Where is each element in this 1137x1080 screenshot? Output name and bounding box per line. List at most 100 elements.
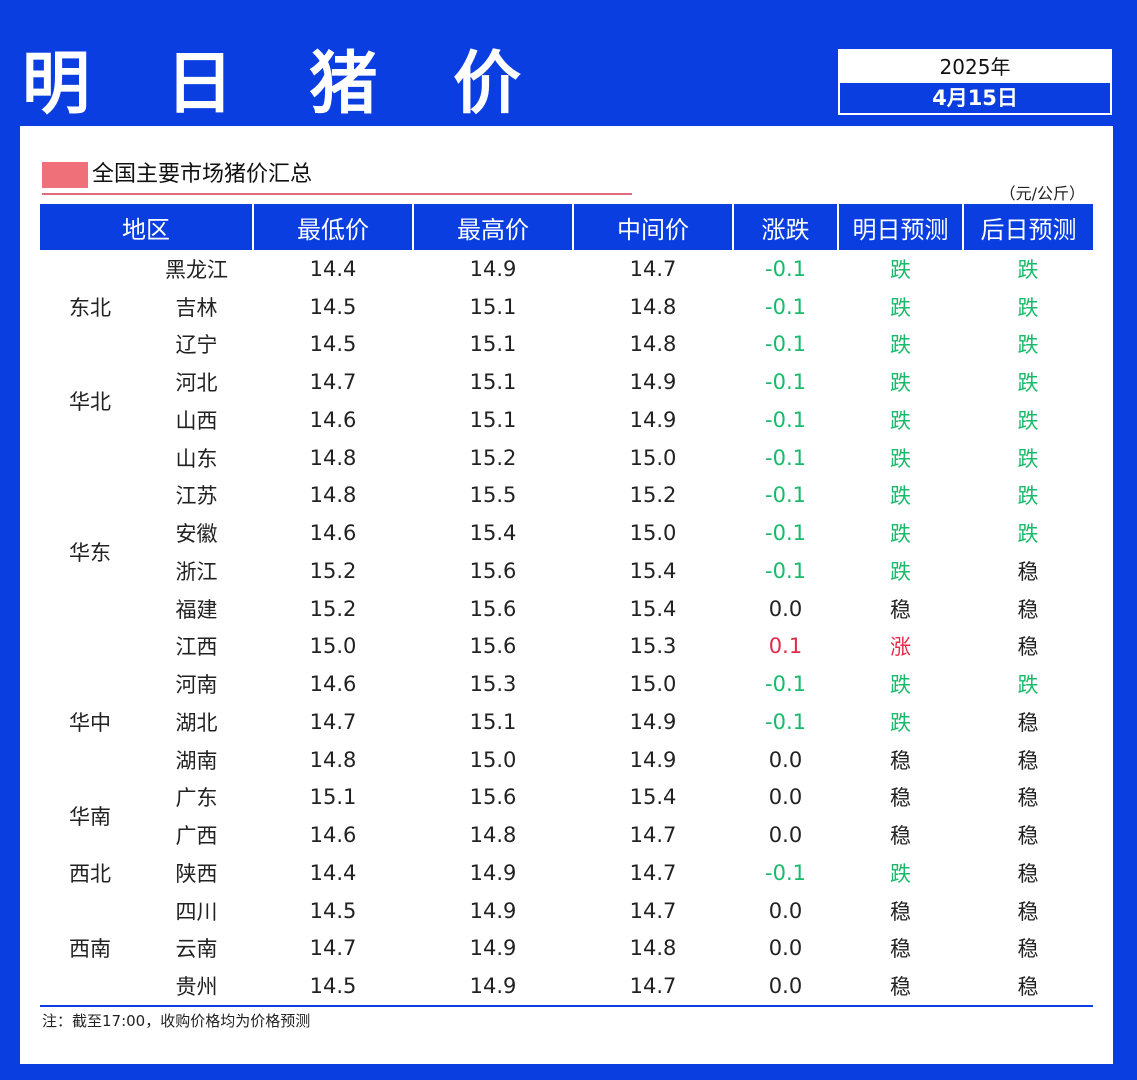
day-after-forecast-cell: 跌: [1017, 295, 1039, 320]
province-cell: 江苏: [175, 484, 218, 509]
tomorrow-forecast-cell: 稳: [890, 937, 911, 962]
col-header-high: 最高价: [412, 204, 573, 250]
change-cell: 0.0: [768, 785, 803, 810]
section-underline: [42, 193, 632, 195]
high-price-cell: 14.9: [469, 256, 517, 281]
high-price-cell: 15.6: [469, 785, 517, 810]
mid-price-cell: 14.9: [629, 709, 677, 734]
province-cell: 吉林: [175, 295, 218, 320]
table-row: 吉林 14.5 15.1 14.8 -0.1 跌 跌: [40, 288, 1093, 326]
day-after-forecast-cell: 稳: [1017, 824, 1039, 849]
day-after-forecast-cell: 跌: [1017, 484, 1039, 509]
region-cell: 东北: [69, 295, 111, 320]
region-cell: 西北: [69, 861, 111, 886]
low-price-cell: 15.0: [309, 634, 357, 659]
province-cell: 江西: [175, 635, 218, 660]
high-price-cell: 14.9: [469, 936, 517, 961]
region-cell: 华东: [69, 541, 111, 565]
mid-price-cell: 14.8: [629, 294, 677, 319]
day-after-forecast-cell: 跌: [1017, 522, 1039, 547]
change-cell: -0.1: [765, 860, 806, 885]
tomorrow-forecast-cell: 跌: [890, 333, 911, 358]
day-after-forecast-cell: 跌: [1017, 333, 1039, 358]
low-price-cell: 14.5: [309, 974, 357, 999]
mid-price-cell: 14.8: [629, 936, 677, 961]
high-price-cell: 14.9: [469, 860, 517, 885]
low-price-cell: 14.6: [309, 407, 357, 432]
day-after-forecast-cell: 稳: [1017, 786, 1039, 811]
high-price-cell: 15.1: [469, 709, 517, 734]
price-panel: 全国主要市场猪价汇总 （元/公斤） 地区 最低价 最高价 中间价 涨跌 明日预测…: [20, 126, 1113, 1064]
table-row: 浙江 15.2 15.6 15.4 -0.1 跌 稳: [40, 552, 1093, 590]
mid-price-cell: 15.2: [629, 483, 677, 508]
tomorrow-forecast-cell: 稳: [890, 824, 911, 849]
tomorrow-forecast-cell: 跌: [890, 559, 911, 584]
region-cell: 华南: [69, 805, 111, 830]
province-cell: 辽宁: [175, 333, 218, 358]
page-title: 明 日 猪 价: [22, 45, 548, 124]
change-cell: -0.1: [765, 558, 806, 583]
day-after-forecast-cell: 稳: [1017, 559, 1039, 584]
change-cell: 0.0: [768, 747, 803, 772]
price-table: 地区 最低价 最高价 中间价 涨跌 明日预测 后日预测 东北 黑龙江 14.4 14.…: [40, 204, 1093, 1005]
change-cell: 0.1: [768, 634, 803, 659]
day-after-forecast-cell: 跌: [1017, 673, 1039, 698]
high-price-cell: 15.1: [469, 407, 517, 432]
tomorrow-forecast-cell: 跌: [890, 522, 911, 547]
day-after-forecast-cell: 跌: [1017, 257, 1039, 282]
change-cell: -0.1: [765, 483, 806, 508]
footnote: 注：截至17:00，收购价格均为价格预测: [42, 1012, 311, 1030]
mid-price-cell: 14.7: [629, 974, 677, 999]
province-cell: 四川: [175, 899, 218, 924]
tomorrow-forecast-cell: 跌: [890, 446, 911, 471]
mid-price-cell: 14.7: [629, 898, 677, 923]
low-price-cell: 14.8: [309, 445, 357, 470]
mid-price-cell: 15.0: [629, 445, 677, 470]
col-header-mid: 中间价: [572, 204, 733, 250]
province-cell: 黑龙江: [165, 257, 228, 282]
change-cell: -0.1: [765, 521, 806, 546]
tomorrow-forecast-cell: 稳: [890, 597, 911, 622]
table-row: 湖南 14.8 15.0 14.9 0.0 稳 稳: [40, 741, 1093, 779]
province-cell: 广东: [175, 786, 218, 811]
low-price-cell: 14.5: [309, 332, 357, 357]
tomorrow-forecast-cell: 跌: [890, 710, 911, 735]
mid-price-cell: 14.7: [629, 860, 677, 885]
day-after-forecast-cell: 跌: [1017, 371, 1039, 396]
col-header-change: 涨跌: [732, 204, 838, 250]
table-row: 华中 河南 14.6 15.3 15.0 -0.1 跌跌: [40, 665, 1093, 735]
day-after-forecast-cell: 稳: [1017, 975, 1039, 1000]
high-price-cell: 15.2: [469, 445, 517, 470]
day-after-forecast-cell: 稳: [1017, 937, 1039, 962]
low-price-cell: 14.8: [309, 747, 357, 772]
high-price-cell: 14.9: [469, 898, 517, 923]
table-row: 西北 陕西 14.4 14.9 14.7 -0.1 跌 稳: [40, 854, 1093, 892]
tomorrow-forecast-cell: 涨: [890, 635, 911, 660]
high-price-cell: 15.6: [469, 596, 517, 621]
unit-label: （元/公斤）: [999, 184, 1085, 203]
table-row: 江苏 14.8 15.5 15.2 -0.1 跌 跌: [40, 477, 1093, 515]
day-after-forecast-cell: 稳: [1017, 710, 1039, 735]
region-cell: 西南: [69, 937, 111, 962]
low-price-cell: 14.6: [309, 672, 357, 697]
date-box: 2025年 4月15日: [838, 49, 1112, 115]
province-cell: 陕西: [175, 861, 218, 886]
change-cell: -0.1: [765, 294, 806, 319]
mid-price-cell: 15.4: [629, 785, 677, 810]
table-header-row: 地区 最低价 最高价 中间价 涨跌 明日预测 后日预测: [40, 204, 1093, 250]
table-row: 辽宁 14.5 15.1 14.8 -0.1 跌 跌: [40, 326, 1093, 364]
tomorrow-forecast-cell: 稳: [890, 899, 911, 924]
high-price-cell: 15.6: [469, 558, 517, 583]
tomorrow-forecast-cell: 跌: [890, 257, 911, 282]
tomorrow-forecast-cell: 跌: [890, 484, 911, 509]
change-cell: 0.0: [768, 898, 803, 923]
mid-price-cell: 14.9: [629, 747, 677, 772]
change-cell: -0.1: [765, 672, 806, 697]
table-row: 华南 广东 15.1 15.6 15.4 0.0 稳 稳: [40, 779, 1093, 829]
low-price-cell: 14.5: [309, 898, 357, 923]
high-price-cell: 15.1: [469, 332, 517, 357]
province-cell: 山东: [175, 446, 218, 471]
table-row: 广西 14.6 14.8 14.7 0.0 稳 稳: [40, 816, 1093, 854]
tomorrow-forecast-cell: 稳: [890, 748, 911, 773]
low-price-cell: 14.7: [309, 709, 357, 734]
